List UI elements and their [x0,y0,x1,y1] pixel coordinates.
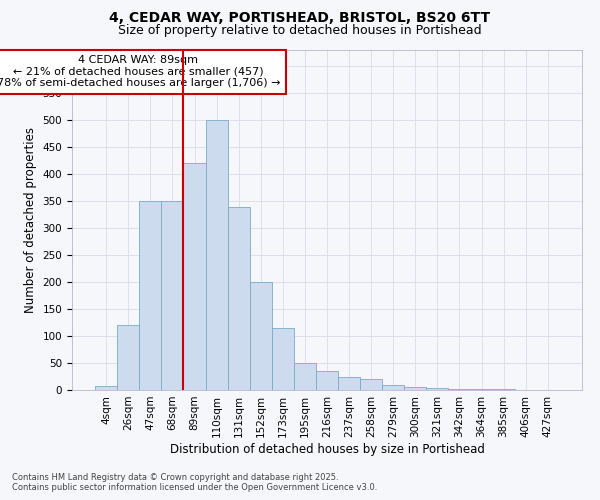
Text: 4, CEDAR WAY, PORTISHEAD, BRISTOL, BS20 6TT: 4, CEDAR WAY, PORTISHEAD, BRISTOL, BS20 … [109,12,491,26]
Bar [117,325,139,390]
Bar [139,201,161,390]
X-axis label: Distribution of detached houses by size in Portishead: Distribution of detached houses by size … [170,442,484,456]
Bar [184,164,206,390]
Bar [382,384,404,390]
Bar [272,328,294,390]
Bar [427,388,448,390]
Text: Contains HM Land Registry data © Crown copyright and database right 2025.
Contai: Contains HM Land Registry data © Crown c… [12,473,377,492]
Bar [95,386,117,390]
Bar [404,388,427,390]
Y-axis label: Number of detached properties: Number of detached properties [24,127,37,313]
Text: 4 CEDAR WAY: 89sqm
← 21% of detached houses are smaller (457)
78% of semi-detach: 4 CEDAR WAY: 89sqm ← 21% of detached hou… [0,55,280,88]
Bar [294,363,316,390]
Bar [206,120,227,390]
Text: Size of property relative to detached houses in Portishead: Size of property relative to detached ho… [118,24,482,37]
Bar [316,371,338,390]
Bar [338,376,360,390]
Bar [360,379,382,390]
Bar [161,201,184,390]
Bar [227,206,250,390]
Bar [250,282,272,390]
Bar [448,389,470,390]
